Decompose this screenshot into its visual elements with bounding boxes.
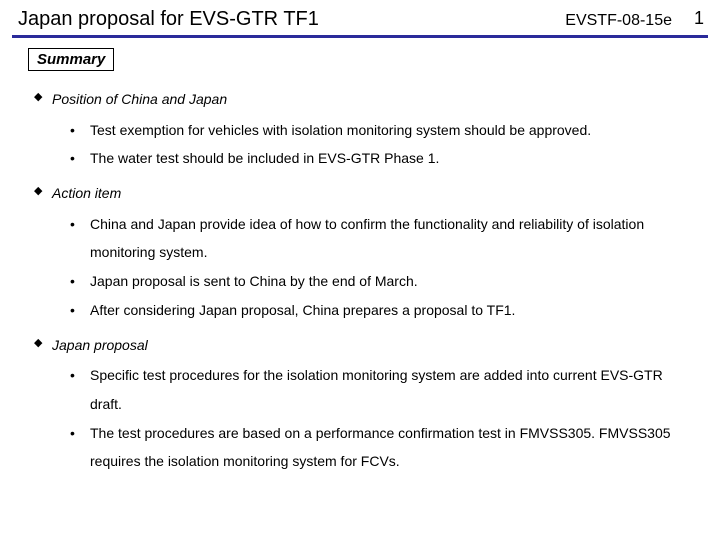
list-item: Specific test procedures for the isolati…	[70, 361, 686, 418]
header-row: Japan proposal for EVS-GTR TF1 EVSTF-08-…	[0, 0, 720, 35]
bullet-list: China and Japan provide idea of how to c…	[34, 210, 686, 325]
section-heading: Action item	[34, 179, 686, 208]
bullet-list: Test exemption for vehicles with isolati…	[34, 116, 686, 173]
list-item: The water test should be included in EVS…	[70, 144, 686, 173]
page-number: 1	[694, 8, 704, 29]
section-heading: Japan proposal	[34, 331, 686, 360]
slide-title: Japan proposal for EVS-GTR TF1	[18, 8, 565, 31]
list-item: Test exemption for vehicles with isolati…	[70, 116, 686, 145]
header-rule	[12, 35, 708, 38]
body-content: Position of China and Japan Test exempti…	[0, 71, 720, 476]
list-item: The test procedures are based on a perfo…	[70, 419, 686, 476]
list-item: China and Japan provide idea of how to c…	[70, 210, 686, 267]
document-reference: EVSTF-08-15e	[565, 12, 672, 30]
list-item: Japan proposal is sent to China by the e…	[70, 267, 686, 296]
section-heading: Position of China and Japan	[34, 85, 686, 114]
summary-label-box: Summary	[28, 48, 114, 71]
list-item: After considering Japan proposal, China …	[70, 296, 686, 325]
bullet-list: Specific test procedures for the isolati…	[34, 361, 686, 476]
slide: 1 Japan proposal for EVS-GTR TF1 EVSTF-0…	[0, 0, 720, 540]
